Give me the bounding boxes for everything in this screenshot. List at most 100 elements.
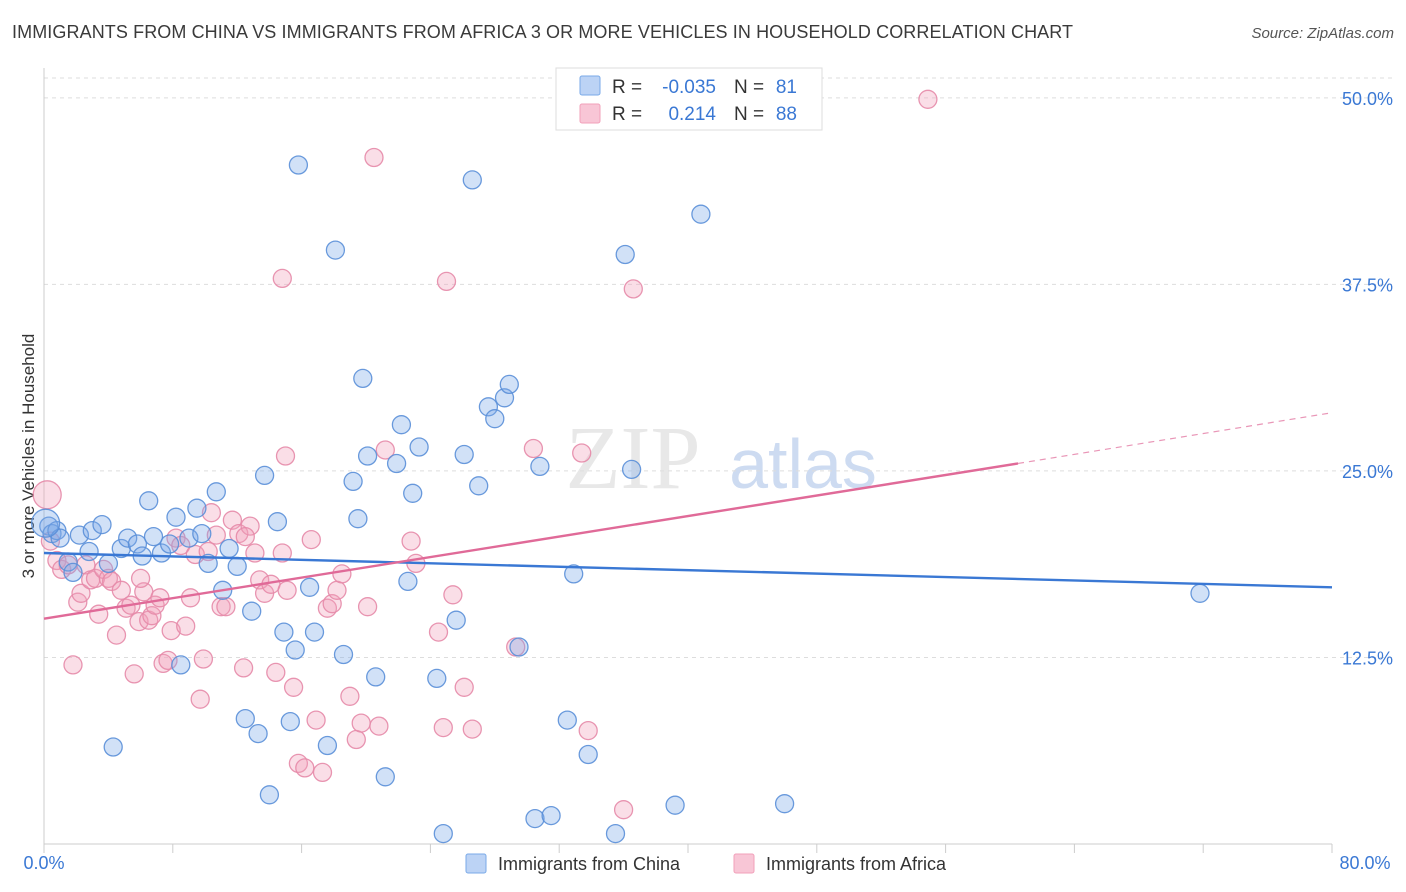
y-tick-label: 25.0% xyxy=(1342,462,1393,482)
africa-point xyxy=(306,710,326,730)
china-point xyxy=(192,523,212,544)
china-point xyxy=(206,482,226,502)
africa-point xyxy=(206,525,226,545)
y-tick-labels: 12.5% 25.0% 37.5% 50.0% xyxy=(1342,89,1393,669)
china-point xyxy=(98,553,119,574)
legend-china-n-value: 81 xyxy=(776,77,797,98)
africa-point xyxy=(124,664,144,684)
china-point xyxy=(143,526,164,547)
china-point xyxy=(274,622,294,642)
china-point xyxy=(454,444,474,465)
china-point xyxy=(605,823,626,844)
africa-trend-line xyxy=(43,462,1019,620)
trend-lines xyxy=(43,412,1333,620)
china-point xyxy=(259,785,280,805)
china-point xyxy=(30,508,61,538)
legend-africa-r-label: R = xyxy=(612,104,642,125)
series-legend: Immigrants from China Immigrants from Af… xyxy=(465,853,947,874)
africa-point xyxy=(32,480,62,510)
china-point xyxy=(299,577,320,597)
africa-points xyxy=(32,89,938,820)
china-point xyxy=(398,571,418,592)
china-point xyxy=(578,744,598,765)
china-point xyxy=(391,415,412,435)
china-point xyxy=(82,520,102,541)
china-point xyxy=(366,667,386,687)
africa-point xyxy=(275,446,296,466)
africa-point xyxy=(312,762,333,783)
china-point xyxy=(541,805,561,826)
china-point xyxy=(235,708,255,729)
africa-point xyxy=(572,443,592,463)
china-point xyxy=(219,538,239,559)
x-tick-label-min: 0.0% xyxy=(23,853,64,873)
legend-swatch-africa xyxy=(579,103,601,124)
china-point xyxy=(427,668,447,689)
africa-point xyxy=(454,677,474,697)
africa-point xyxy=(240,516,260,536)
y-axis-label: 3 or more Vehicles in Household xyxy=(19,334,38,579)
china-point xyxy=(325,240,346,260)
china-point xyxy=(103,737,123,757)
china-point xyxy=(187,498,207,518)
x-axis-ticks xyxy=(43,844,1333,853)
bottom-legend-swatch-china xyxy=(465,853,487,874)
africa-point xyxy=(357,597,378,617)
china-point xyxy=(446,610,466,630)
africa-point xyxy=(142,606,162,626)
africa-point xyxy=(351,713,371,733)
china-point xyxy=(357,446,378,466)
china-point xyxy=(92,514,112,535)
china-point xyxy=(691,204,711,224)
china-point xyxy=(198,553,218,574)
africa-point xyxy=(71,583,91,603)
africa-point xyxy=(433,717,453,738)
africa-trend-line-extrapolated xyxy=(1017,412,1333,465)
y-tick-label: 50.0% xyxy=(1342,89,1393,109)
china-point xyxy=(499,374,519,395)
china-point xyxy=(166,507,186,527)
africa-point xyxy=(340,686,360,706)
china-point xyxy=(774,794,795,814)
africa-point xyxy=(523,438,544,459)
legend-swatch-china xyxy=(579,75,601,96)
source-label: Source: ZipAtlas.com xyxy=(1251,25,1394,42)
china-point xyxy=(433,823,453,844)
watermark-atlas: atlas xyxy=(729,425,877,503)
africa-point xyxy=(332,564,352,584)
africa-point xyxy=(176,616,196,636)
china-point xyxy=(267,512,288,532)
china-point xyxy=(403,483,423,503)
china-point xyxy=(254,465,275,486)
china-point xyxy=(665,795,685,815)
china-point xyxy=(557,710,577,730)
africa-point xyxy=(613,800,634,820)
bottom-legend-swatch-africa xyxy=(733,853,755,874)
africa-point xyxy=(130,568,151,589)
africa-point xyxy=(369,716,389,736)
china-point xyxy=(304,622,325,642)
bottom-legend-china: Immigrants from China xyxy=(498,854,681,874)
africa-point xyxy=(111,580,131,600)
legend-africa-r-value: 0.214 xyxy=(668,104,716,125)
africa-point xyxy=(301,529,321,550)
china-point xyxy=(280,711,300,732)
china-point xyxy=(462,170,482,190)
bottom-legend-africa: Immigrants from Africa xyxy=(766,854,947,874)
africa-point xyxy=(272,268,292,289)
africa-point xyxy=(193,649,214,669)
china-points xyxy=(30,155,1210,844)
china-point xyxy=(1190,583,1210,603)
africa-point xyxy=(266,662,286,683)
africa-point xyxy=(436,271,457,292)
china-point xyxy=(530,456,550,477)
y-tick-label: 37.5% xyxy=(1342,275,1393,295)
africa-point xyxy=(216,597,236,617)
china-point xyxy=(317,735,338,756)
africa-point xyxy=(327,580,347,600)
china-point xyxy=(478,397,499,417)
africa-point xyxy=(211,597,231,617)
africa-point xyxy=(106,625,127,645)
china-point xyxy=(171,655,191,675)
correlation-legend: R = -0.035 N = 81 R = 0.214 N = 88 xyxy=(555,67,823,131)
